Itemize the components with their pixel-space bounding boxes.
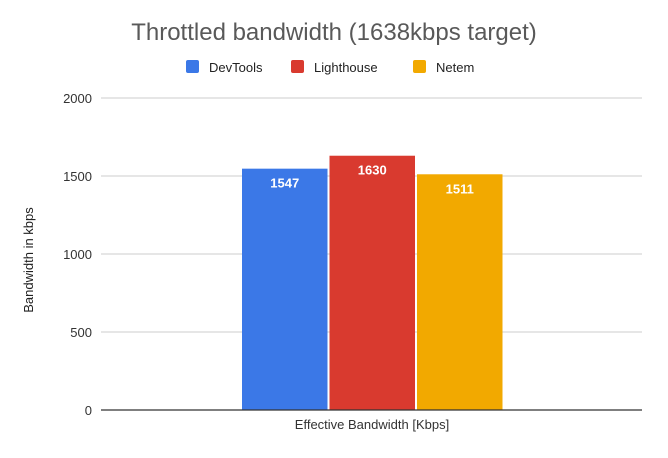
y-tick-label: 0 xyxy=(85,403,92,418)
legend-swatch-lighthouse xyxy=(291,60,304,73)
y-tick-label: 2000 xyxy=(63,91,92,106)
y-axis-ticks: 0 500 1000 1500 2000 xyxy=(63,91,92,418)
bar-data-labels: 1547 1630 1511 xyxy=(270,163,474,197)
y-tick-label: 500 xyxy=(70,325,92,340)
chart-title: Throttled bandwidth (1638kbps target) xyxy=(131,19,537,46)
legend-label-netem: Netem xyxy=(436,60,474,75)
data-label-devtools: 1547 xyxy=(270,176,299,191)
bars xyxy=(242,155,503,410)
bar-netem xyxy=(417,174,503,410)
y-tick-label: 1500 xyxy=(63,169,92,184)
legend: DevTools Lighthouse Netem xyxy=(186,60,474,75)
bar-lighthouse xyxy=(329,155,415,410)
data-label-lighthouse: 1630 xyxy=(358,163,387,178)
legend-label-devtools: DevTools xyxy=(209,60,263,75)
bar-devtools xyxy=(242,168,328,410)
legend-label-lighthouse: Lighthouse xyxy=(314,60,378,75)
legend-swatch-netem xyxy=(413,60,426,73)
y-axis-label: Bandwidth in kbps xyxy=(21,207,36,313)
y-tick-label: 1000 xyxy=(63,247,92,262)
legend-swatch-devtools xyxy=(186,60,199,73)
data-label-netem: 1511 xyxy=(446,181,474,196)
x-axis-label: Effective Bandwidth [Kbps] xyxy=(295,417,449,432)
